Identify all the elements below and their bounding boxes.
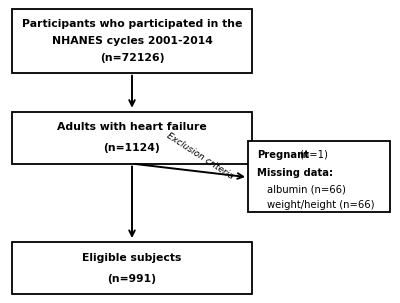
Text: (n=72126): (n=72126) [100,52,164,63]
Text: NHANES cycles 2001-2014: NHANES cycles 2001-2014 [52,36,212,46]
FancyBboxPatch shape [12,242,252,294]
Text: Eligible subjects: Eligible subjects [82,252,182,263]
FancyBboxPatch shape [12,9,252,73]
Text: Exclusion criteria: Exclusion criteria [165,131,235,181]
FancyBboxPatch shape [248,141,390,212]
Text: Missing data:: Missing data: [257,168,333,178]
FancyBboxPatch shape [12,112,252,164]
Text: (n=991): (n=991) [108,274,156,284]
Text: Pregnant: Pregnant [257,149,309,160]
Text: Participants who participated in the: Participants who participated in the [22,19,242,29]
Text: (n=1124): (n=1124) [104,143,160,154]
Text: albumin (n=66): albumin (n=66) [267,184,346,195]
Text: weight/height (n=66): weight/height (n=66) [267,199,374,210]
Text: (n=1): (n=1) [299,149,328,160]
Text: Adults with heart failure: Adults with heart failure [57,122,207,132]
